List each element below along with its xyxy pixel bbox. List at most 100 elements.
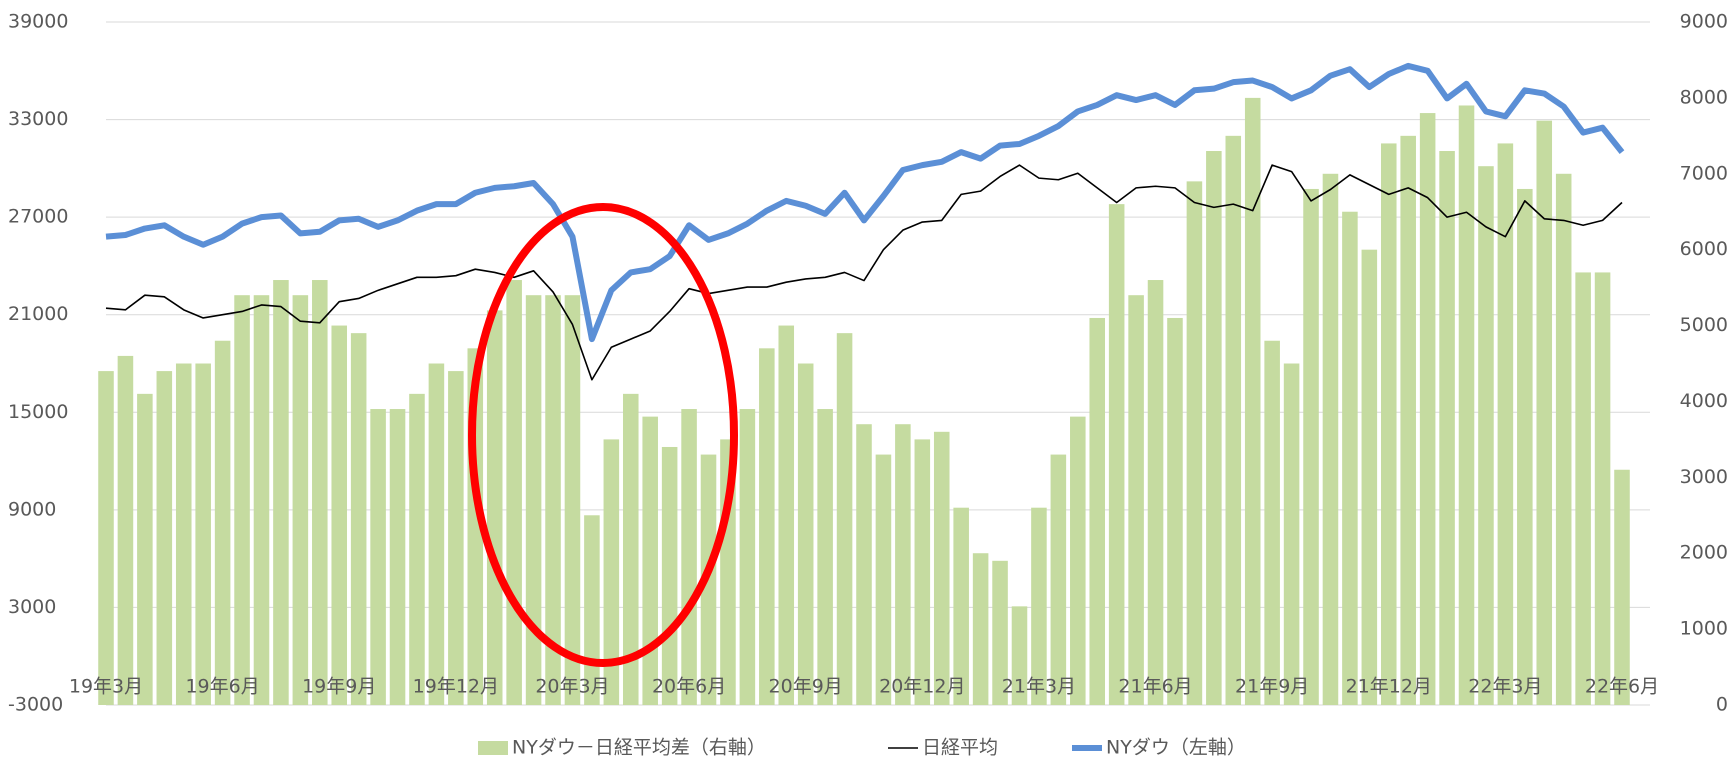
bar bbox=[253, 295, 270, 705]
bar bbox=[875, 454, 892, 705]
x-tick-label: 21年12月 bbox=[1346, 676, 1432, 698]
bar bbox=[1614, 469, 1630, 705]
line bbox=[105, 62, 1625, 343]
bar bbox=[1206, 151, 1222, 705]
bar bbox=[778, 325, 795, 705]
bar bbox=[1478, 166, 1494, 705]
y2-tick-label: 3000 bbox=[1680, 466, 1728, 488]
y2-tick-label: 9000 bbox=[1680, 11, 1728, 33]
bar bbox=[137, 393, 153, 705]
y2-tick-label: 8000 bbox=[1680, 86, 1728, 108]
legend-label: NYダウ－日経平均差（右軸） bbox=[512, 737, 766, 759]
bar bbox=[1419, 113, 1436, 706]
bar bbox=[661, 446, 678, 705]
bar bbox=[175, 363, 192, 705]
y-tick-label: 15000 bbox=[8, 401, 68, 423]
y2-tick-label: 4000 bbox=[1680, 390, 1728, 412]
x-tick-label: 20年9月 bbox=[769, 676, 843, 698]
bar bbox=[1536, 120, 1553, 705]
y-tick-label: 9000 bbox=[8, 498, 56, 520]
bar bbox=[1283, 363, 1300, 705]
bar bbox=[1594, 272, 1611, 705]
bar bbox=[409, 393, 425, 705]
bar bbox=[1264, 340, 1280, 705]
bar bbox=[1361, 249, 1378, 705]
x-tick-label: 20年6月 bbox=[652, 676, 726, 698]
bar bbox=[972, 553, 989, 705]
bar bbox=[389, 409, 406, 705]
bar bbox=[1458, 105, 1475, 705]
bar bbox=[992, 560, 1008, 705]
bar bbox=[1167, 317, 1183, 705]
y2-tick-label: 5000 bbox=[1680, 314, 1728, 336]
y-tick-label: -3000 bbox=[8, 694, 63, 716]
bar bbox=[622, 393, 639, 705]
bar bbox=[545, 295, 561, 705]
y-tick-label: 21000 bbox=[8, 303, 68, 325]
bar bbox=[739, 409, 756, 705]
y2-tick-label: 6000 bbox=[1680, 238, 1728, 260]
x-tick-label: 19年12月 bbox=[413, 676, 499, 698]
x-tick-label: 19年3月 bbox=[69, 676, 143, 698]
x-tick-label: 22年6月 bbox=[1585, 676, 1659, 698]
bar bbox=[117, 355, 134, 705]
bar bbox=[1147, 280, 1164, 705]
y-tick-label: 39000 bbox=[8, 11, 68, 33]
y2-tick-label: 2000 bbox=[1680, 542, 1728, 564]
bar bbox=[312, 280, 328, 705]
x-tick-label: 20年12月 bbox=[879, 676, 965, 698]
bar bbox=[953, 507, 969, 705]
bar bbox=[292, 295, 309, 705]
y-tick-label: 27000 bbox=[8, 206, 68, 228]
bar bbox=[350, 333, 367, 705]
y-tick-label: 33000 bbox=[8, 108, 68, 130]
bar bbox=[1497, 143, 1514, 705]
bar bbox=[836, 333, 853, 705]
bar bbox=[1070, 416, 1086, 705]
bar bbox=[1186, 181, 1203, 705]
bar bbox=[797, 363, 814, 705]
bar bbox=[525, 295, 542, 705]
bar bbox=[1244, 97, 1261, 705]
bar bbox=[1108, 204, 1125, 705]
bar bbox=[506, 280, 522, 705]
legend-label: 日経平均 bbox=[922, 737, 998, 759]
bar bbox=[1303, 188, 1319, 705]
bar bbox=[331, 325, 348, 705]
x-tick-label: 22年3月 bbox=[1468, 676, 1542, 698]
bar bbox=[914, 439, 931, 705]
bar bbox=[156, 371, 173, 705]
bar bbox=[448, 371, 464, 705]
bar bbox=[195, 363, 211, 705]
bar bbox=[98, 371, 114, 705]
bar bbox=[486, 310, 503, 705]
y2-tick-label: 7000 bbox=[1680, 162, 1728, 184]
y-tick-label: 3000 bbox=[8, 596, 56, 618]
bar bbox=[273, 280, 289, 705]
bar bbox=[370, 409, 386, 705]
bar bbox=[1322, 173, 1339, 705]
y2-tick-label: 1000 bbox=[1680, 618, 1728, 640]
x-tick-label: 21年9月 bbox=[1235, 676, 1309, 698]
bar bbox=[817, 409, 833, 705]
bar bbox=[642, 416, 658, 705]
y2-tick-label: 0 bbox=[1716, 694, 1728, 716]
bar bbox=[1342, 211, 1358, 705]
x-tick-label: 21年3月 bbox=[1002, 676, 1076, 698]
bar bbox=[1011, 606, 1028, 705]
x-tick-label: 20年3月 bbox=[535, 676, 609, 698]
bar bbox=[1089, 317, 1106, 705]
bar bbox=[1575, 272, 1591, 705]
bar bbox=[564, 295, 581, 705]
bar bbox=[1050, 454, 1067, 705]
legend-swatch bbox=[478, 741, 508, 755]
bar bbox=[428, 363, 445, 705]
bar bbox=[759, 348, 775, 705]
bar bbox=[1400, 135, 1416, 706]
x-tick-label: 19年6月 bbox=[185, 676, 259, 698]
bar bbox=[681, 409, 697, 705]
bar bbox=[1031, 507, 1047, 705]
bar bbox=[895, 424, 911, 705]
bar bbox=[214, 340, 231, 705]
